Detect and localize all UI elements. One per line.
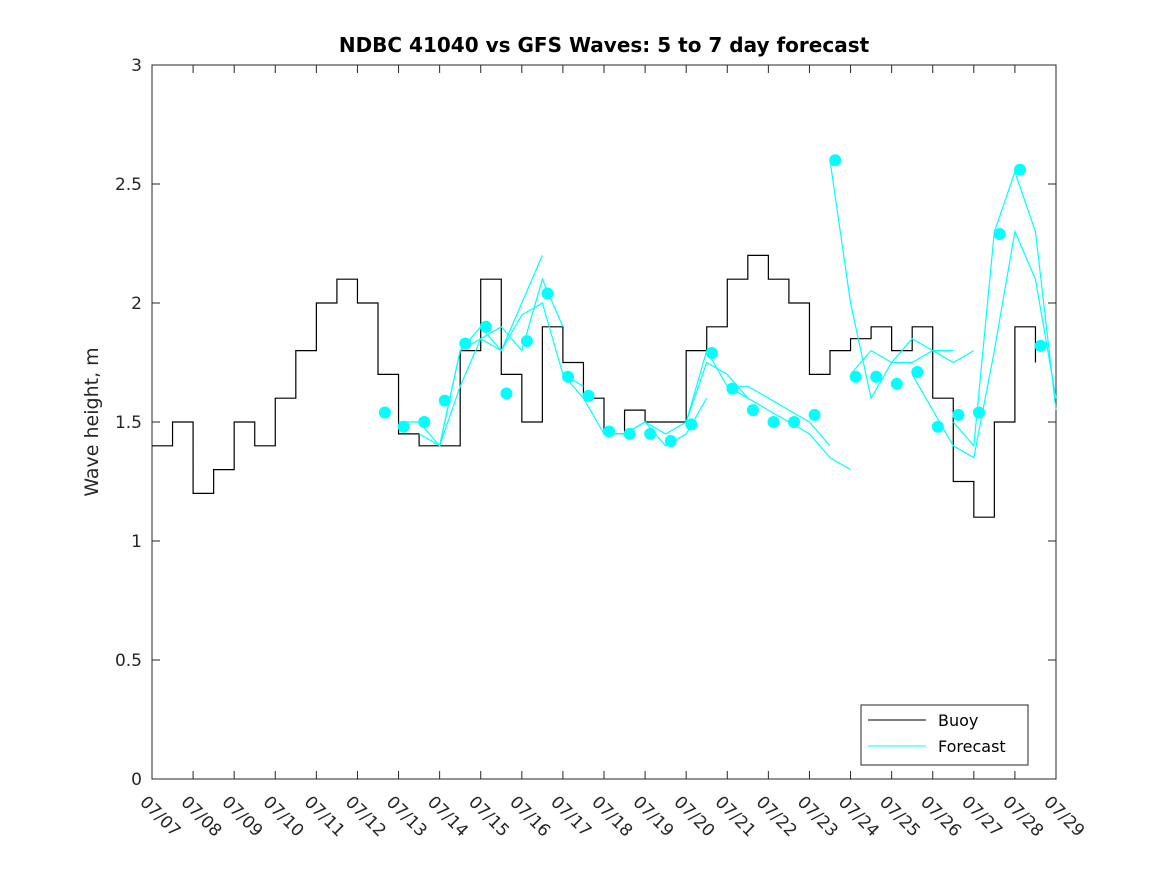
forecast-markers <box>378 154 1047 448</box>
forecast-marker <box>378 406 391 419</box>
forecast-marker <box>664 435 677 448</box>
forecast-marker <box>623 427 636 440</box>
forecast-marker <box>541 287 554 300</box>
forecast-marker <box>459 337 472 350</box>
forecast-marker <box>1014 163 1027 176</box>
y-tick-label: 2 <box>131 294 142 314</box>
forecast-marker <box>438 394 451 407</box>
legend: Buoy Forecast <box>860 704 1029 766</box>
forecast-marker <box>397 420 410 433</box>
legend-forecast-label: Forecast <box>938 737 1006 756</box>
legend-buoy-label: Buoy <box>938 711 978 730</box>
y-tick-label: 0 <box>131 770 142 790</box>
plot-area <box>151 64 1057 780</box>
forecast-marker <box>644 427 657 440</box>
forecast-marker <box>479 320 492 333</box>
y-axis-label: Wave height, m <box>81 347 103 496</box>
forecast-marker <box>582 389 595 402</box>
forecast-run-10 <box>911 229 1057 459</box>
forecast-marker <box>562 370 575 383</box>
forecast-marker <box>788 416 801 428</box>
forecast-marker <box>418 416 431 428</box>
forecast-marker <box>705 346 718 359</box>
forecast-marker <box>746 404 759 417</box>
forecast-marker <box>931 420 944 433</box>
forecast-marker <box>520 335 533 348</box>
forecast-marker <box>767 416 780 428</box>
forecast-marker <box>726 382 739 395</box>
legend-box <box>860 704 1029 766</box>
forecast-marker <box>870 370 883 383</box>
chart-title: NDBC 41040 vs GFS Waves: 5 to 7 day fore… <box>339 33 870 57</box>
forecast-marker <box>911 366 924 379</box>
forecast-marker <box>500 387 513 400</box>
forecast-marker <box>890 377 903 390</box>
forecast-marker <box>1034 339 1047 352</box>
forecast-marker <box>972 406 985 419</box>
forecast-run-11 <box>952 170 1057 448</box>
y-tick-label: 0.5 <box>115 651 142 671</box>
y-axis: 0 0.5 1 1.5 2 2.5 3 <box>115 56 1056 790</box>
forecast-marker <box>993 227 1006 240</box>
forecast-run-2 <box>418 277 564 447</box>
forecast-marker <box>808 408 821 421</box>
y-tick-label: 1.5 <box>115 413 142 433</box>
forecast-marker <box>685 418 698 431</box>
forecast-marker <box>952 408 965 421</box>
buoy-line <box>152 254 1037 518</box>
forecast-marker <box>829 154 842 167</box>
forecast-marker <box>849 370 862 383</box>
y-tick-label: 1 <box>131 532 142 552</box>
buoy-series <box>152 254 1037 518</box>
y-tick-label: 2.5 <box>115 175 142 195</box>
y-tick-label: 3 <box>131 56 142 76</box>
forecast-run-9 <box>850 337 975 375</box>
forecast-marker <box>603 425 616 438</box>
